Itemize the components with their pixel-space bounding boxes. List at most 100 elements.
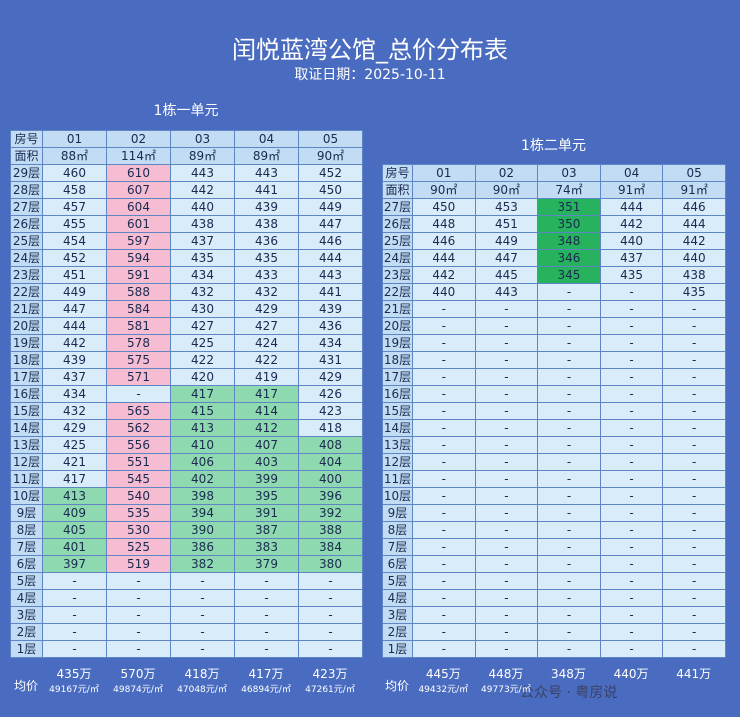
table-cell: 26层 — [382, 215, 413, 233]
table-cell: 348 — [537, 232, 601, 250]
table-cell: - — [106, 589, 171, 607]
table-cell: 3层 — [382, 606, 413, 624]
avg-per-sqm: 47261元/㎡ — [305, 685, 355, 695]
avg-cell: 441万 — [662, 665, 725, 682]
table-cell: 388 — [298, 521, 363, 539]
table-cell: - — [662, 385, 726, 403]
table-cell: 438 — [662, 266, 726, 284]
table-cell: 426 — [298, 385, 363, 403]
table-cell: - — [474, 623, 539, 641]
table-cell: - — [42, 623, 107, 641]
table-cell: 9层 — [382, 504, 413, 522]
table-cell: - — [662, 521, 726, 539]
table-cell: - — [537, 334, 601, 352]
table-cell: - — [537, 300, 601, 318]
table-cell: - — [42, 589, 107, 607]
title: 闰悦蓝湾公馆_总价分布表 — [232, 36, 508, 64]
table-cell: - — [474, 334, 539, 352]
table-cell: 20层 — [382, 317, 413, 335]
table-cell: 351 — [537, 198, 601, 216]
table-cell: 571 — [106, 368, 171, 386]
table-cell: - — [412, 334, 476, 352]
table-cell: 427 — [170, 317, 235, 335]
table-cell: 432 — [42, 402, 107, 420]
table-cell: - — [537, 504, 601, 522]
table-cell: 408 — [298, 436, 363, 454]
table-cell: - — [474, 487, 539, 505]
table-cell: 429 — [234, 300, 299, 318]
header-cell: 90㎡ — [474, 181, 539, 199]
table-cell: 382 — [170, 555, 235, 573]
table-cell: 444 — [599, 198, 664, 216]
table-cell: 413 — [170, 419, 235, 437]
table-cell: 440 — [662, 249, 726, 267]
table-cell: 394 — [170, 504, 235, 522]
avg-cell: 440万 — [600, 665, 663, 682]
avg-per-sqm: 46894元/㎡ — [241, 685, 291, 695]
table-cell: 430 — [170, 300, 235, 318]
table-cell: - — [412, 436, 476, 454]
table-cell: 346 — [537, 249, 601, 267]
table-cell: 397 — [42, 555, 107, 573]
avg-cell: 423万 47261元/㎡ — [298, 665, 362, 695]
table-cell: 601 — [106, 215, 171, 233]
table-cell: - — [662, 470, 726, 488]
table-cell: - — [599, 538, 664, 556]
table-cell: - — [298, 640, 363, 658]
header-cell: 05 — [662, 164, 726, 182]
table-cell: 350 — [537, 215, 601, 233]
table-cell: 427 — [234, 317, 299, 335]
table-cell: - — [412, 487, 476, 505]
table-cell: - — [170, 572, 235, 590]
table-cell: - — [662, 402, 726, 420]
table-cell: - — [474, 470, 539, 488]
avg-total: 423万 — [312, 667, 348, 681]
table-cell: 565 — [106, 402, 171, 420]
table-cell: 413 — [42, 487, 107, 505]
table-cell: 390 — [170, 521, 235, 539]
avg-per-sqm: 47048元/㎡ — [177, 685, 227, 695]
table-cell: - — [474, 317, 539, 335]
table-cell: 584 — [106, 300, 171, 318]
avg-label: 均价 — [13, 679, 38, 693]
table-cell: - — [662, 623, 726, 641]
header-cell: 89㎡ — [234, 147, 299, 165]
header-cell: 房号 — [10, 130, 43, 148]
table-cell: 386 — [170, 538, 235, 556]
avg-total: 348万 — [551, 667, 586, 681]
avg-label: 均价 — [384, 679, 409, 693]
table-cell: 432 — [234, 283, 299, 301]
table-cell: - — [537, 555, 601, 573]
table-cell: 435 — [662, 283, 726, 301]
table-cell: 425 — [170, 334, 235, 352]
table-cell: - — [474, 538, 539, 556]
table-cell: 14层 — [382, 419, 413, 437]
table-cell: 535 — [106, 504, 171, 522]
table-cell: 403 — [234, 453, 299, 471]
table-cell: - — [662, 640, 726, 658]
avg-cell: 445万 49432元/㎡ — [412, 665, 475, 695]
table-cell: - — [106, 623, 171, 641]
table-cell: - — [474, 504, 539, 522]
table-cell: 434 — [298, 334, 363, 352]
table-cell: - — [234, 623, 299, 641]
avg-per-sqm: 49773元/㎡ — [481, 685, 531, 695]
table-cell: 407 — [234, 436, 299, 454]
unit-name: 1栋一单元 — [153, 103, 219, 119]
table-cell: - — [412, 623, 476, 641]
table-cell: 443 — [234, 164, 299, 182]
table-cell: - — [106, 640, 171, 658]
unit-name: 1栋二单元 — [521, 138, 586, 154]
table-cell: - — [599, 470, 664, 488]
table-cell: - — [298, 589, 363, 607]
table-cell: 594 — [106, 249, 171, 267]
table-cell: 16层 — [10, 385, 43, 403]
table-cell: 451 — [474, 215, 539, 233]
table-cell: 441 — [234, 181, 299, 199]
table-cell: - — [412, 453, 476, 471]
table-cell: 391 — [234, 504, 299, 522]
table-cell: - — [537, 351, 601, 369]
table-cell: - — [662, 538, 726, 556]
table-cell: 18层 — [382, 351, 413, 369]
